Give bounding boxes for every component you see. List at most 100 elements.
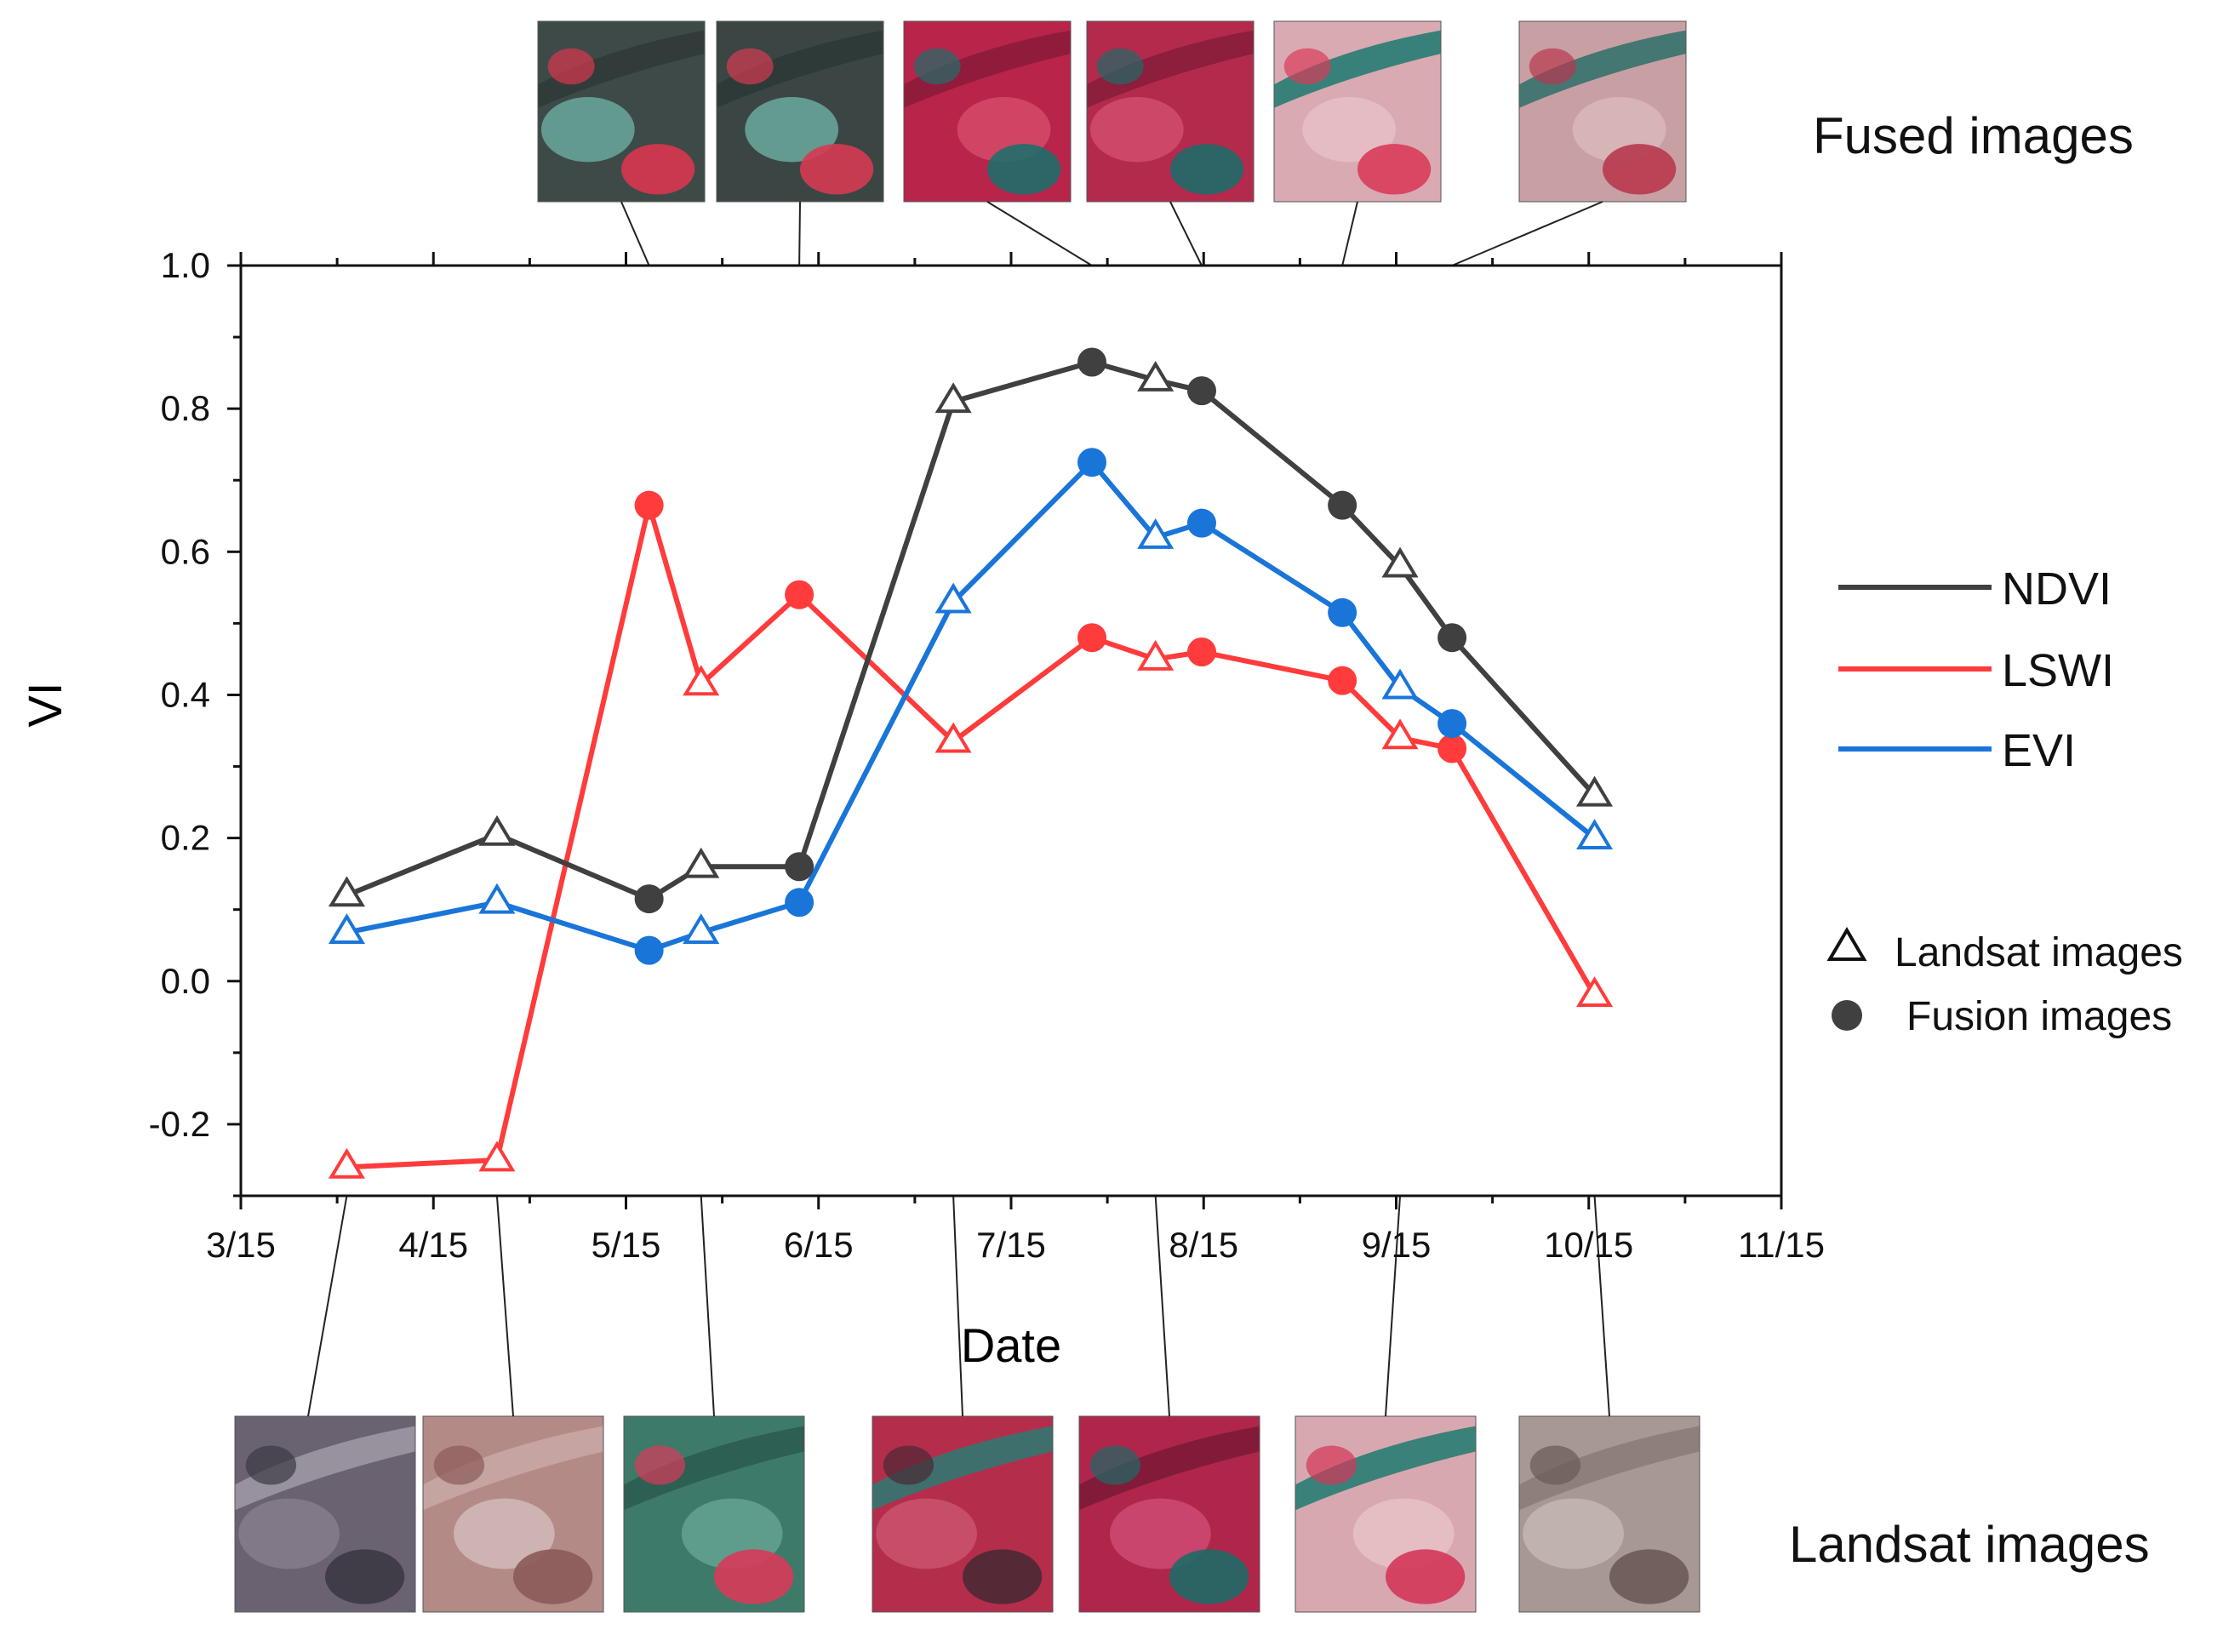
landsat-thumbnail-field-b [325,1549,405,1604]
series-line-lswi [346,502,1597,1170]
y-tick-label: 0.8 [161,388,210,428]
fused-thumbnail [1518,20,1687,203]
connector-line [1341,201,1358,266]
series-line-evi [346,460,1597,953]
data-point-fusion-ndvi [1328,490,1357,520]
landsat-thumbnail-river [1519,1426,1700,1511]
data-point-fusion-ndvi [1077,347,1107,377]
data-point-landsat-lswi [934,722,972,753]
data-point-fusion-evi [634,935,664,965]
fused-thumbnail-river [1274,30,1441,108]
data-point-fusion-ndvi [1186,376,1216,406]
fused-thumbnail-field-b [800,144,874,195]
landsat-thumbnail-field-a [1523,1498,1624,1569]
data-point-landsat-ndvi [478,815,516,846]
data-point-fusion-lswi [1186,637,1216,667]
data-point-landsat-ndvi [934,382,972,414]
fused-thumbnail-river [904,30,1071,108]
data-point-landsat-evi [1576,819,1614,850]
landsat-thumbnail-field-c [433,1445,485,1485]
plot-frame [239,264,1783,1198]
fused-thumbnail [903,20,1072,203]
x-tick-label: 6/15 [784,1225,854,1265]
landsat-thumbnail-field-a [1110,1498,1211,1569]
data-point-fusion-evi [1186,508,1216,538]
fused-images-label: Fused images [1813,107,2134,164]
data-point-landsat-evi [683,913,720,944]
landsat-thumbnail [1295,1415,1477,1613]
fused-thumbnail-field-c [726,48,774,85]
x-axis: 3/15 4/15 5/15 6/15 7/15 8/15 9/15 10/15 11/15 [206,252,1825,1265]
landsat-images-label: Landsat images [1789,1516,2150,1573]
landsat-thumbnail-field-b [513,1549,593,1604]
connector-line [307,1195,348,1417]
data-point-landsat-ndvi [1576,775,1614,807]
fused-thumbnails [537,20,1687,203]
fused-thumbnail-field-a [540,97,635,163]
landsat-thumbnail-field-a [454,1498,555,1569]
legend: NDVI LSWI EVI Landsat images Fusion images [1826,563,2183,1039]
y-axis-label: VI [18,683,71,728]
fused-thumbnail-field-a [745,97,839,163]
legend-marker-fusion [1832,1000,1862,1031]
landsat-thumbnail-field-c [883,1445,934,1485]
landsat-thumbnail-field-a [876,1498,977,1569]
connector-line [1169,201,1203,266]
landsat-thumbnail-field-b [1169,1549,1249,1604]
data-point-fusion-evi [1077,448,1107,477]
y-axis: -0.2 0.0 0.2 0.4 0.6 0.8 1.0 [149,245,241,1198]
fused-thumbnail-field-a [1089,97,1184,163]
data-point-landsat-lswi [328,1147,365,1179]
landsat-thumbnail-field-a [238,1498,340,1569]
fused-thumbnail-river [1087,30,1254,108]
y-tick-label: 0.0 [161,961,210,1001]
connector-line [952,1195,963,1417]
legend-marker-landsat [1826,927,1867,961]
connector-line [1385,1195,1402,1417]
legend-label-lswi: LSWI [2002,645,2114,696]
data-point-landsat-ndvi [1381,546,1419,578]
landsat-thumbnail-river [423,1426,603,1511]
fused-thumbnail-river [717,30,883,108]
fused-thumbnail-river [538,30,705,108]
x-tick-label: 7/15 [976,1225,1046,1265]
data-point-landsat-lswi [1381,718,1419,750]
data-point-landsat-evi [934,582,972,614]
data-point-fusion-ndvi [1437,623,1467,653]
fused-thumbnail [1086,20,1255,203]
data-point-landsat-ndvi [328,876,365,907]
fused-thumbnail-field-c [1283,48,1331,85]
thumbnail-connectors [307,201,1610,1417]
data-point-fusion-lswi [634,490,664,520]
data-point-fusion-evi [785,888,814,917]
data-point-landsat-lswi [1576,976,1614,1007]
data-point-fusion-lswi [1437,734,1467,763]
connector-line [700,1195,715,1417]
x-tick-label: 9/15 [1362,1225,1432,1265]
fused-thumbnail-river [1519,30,1686,108]
y-tick-label: 0.2 [161,818,210,858]
y-tick-label: 1.0 [161,245,210,285]
landsat-thumbnail [872,1415,1054,1613]
connector-line [986,201,1093,266]
connector-line [620,201,650,266]
data-point-fusion-evi [1328,597,1357,627]
data-point-fusion-lswi [1077,623,1107,653]
fused-thumbnail-field-b [1170,144,1244,195]
data-point-landsat-evi [328,913,365,944]
series-line-ndvi [346,359,1597,902]
connector-line [1451,201,1603,266]
landsat-thumbnail-field-c [245,1445,297,1485]
fused-thumbnail-field-b [987,144,1061,195]
data-point-landsat-evi [1137,518,1175,549]
data-point-landsat-ndvi [683,847,720,878]
landsat-thumbnail [623,1415,805,1613]
data-point-fusion-lswi [1328,666,1357,695]
data-point-landsat-evi [478,883,516,914]
series-lines [346,359,1597,1170]
y-tick-label: -0.2 [149,1104,210,1144]
data-point-landsat-lswi [683,665,720,696]
x-tick-label: 3/15 [206,1225,276,1265]
